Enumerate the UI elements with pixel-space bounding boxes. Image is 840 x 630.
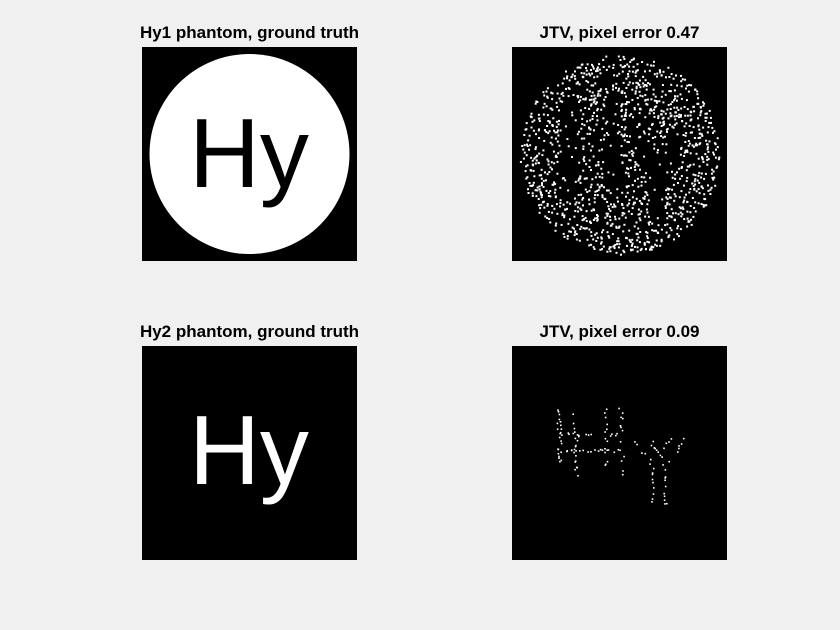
svg-text:Hy: Hy <box>189 395 309 505</box>
panel-title: Hy1 phantom, ground truth <box>139 23 360 42</box>
hy2-ground-truth-svg: Hy <box>142 346 357 560</box>
hy1-jtv-image <box>512 47 727 261</box>
panel-title: JTV, pixel error 0.47 <box>539 23 700 42</box>
panel-title: JTV, pixel error 0.09 <box>539 322 700 341</box>
hy2-ground-truth-image: Hy <box>142 346 357 560</box>
hy1-jtv-svg <box>512 47 727 261</box>
hy1-ground-truth-svg: Hy <box>142 47 357 261</box>
hy2-jtv-svg <box>512 346 727 560</box>
hy2-jtv-image <box>512 346 727 560</box>
hy1-ground-truth-image: Hy <box>142 47 357 261</box>
panel-title: Hy2 phantom, ground truth <box>139 322 360 341</box>
svg-text:Hy: Hy <box>189 98 309 208</box>
